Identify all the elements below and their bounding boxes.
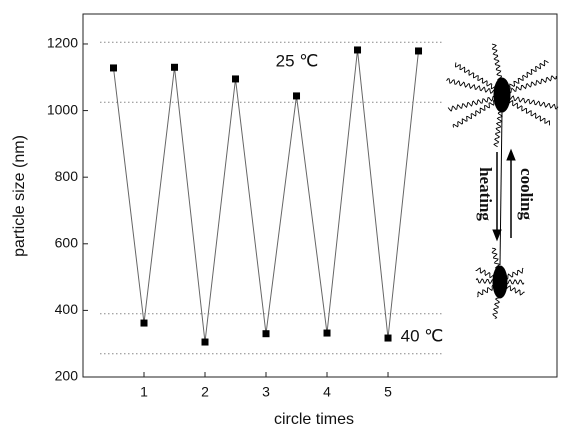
polymer-chain	[508, 75, 557, 94]
data-point	[140, 319, 148, 327]
particle-small	[492, 265, 508, 299]
annotation: 40 ℃	[401, 326, 444, 345]
polymer-chain	[492, 292, 502, 319]
arrow-head	[492, 229, 502, 242]
data-point	[384, 334, 392, 342]
polymer-chain	[507, 100, 550, 126]
polymer-chain	[447, 95, 496, 112]
diagram-label: cooling	[517, 168, 536, 220]
x-tick-label: 1	[140, 384, 148, 400]
data-point	[293, 92, 301, 100]
polymer-chain	[455, 62, 497, 90]
x-tick-label: 3	[262, 384, 270, 400]
y-tick-label: 200	[55, 368, 79, 384]
polymer-chain	[508, 95, 559, 110]
y-tick-label: 600	[55, 234, 79, 250]
y-tick-label: 400	[55, 301, 79, 317]
data-point	[262, 330, 270, 338]
polymer-chain	[477, 284, 495, 298]
data-point	[415, 47, 423, 55]
y-tick-label: 800	[55, 168, 79, 184]
polymer-chain	[505, 279, 525, 285]
y-axis-label: particle size (nm)	[11, 135, 28, 257]
polymer-chain	[446, 78, 496, 95]
x-tick-label: 2	[201, 384, 209, 400]
diagram	[492, 77, 516, 299]
polymer-chain	[452, 99, 497, 128]
polymer-chain	[491, 247, 502, 272]
particle-large	[493, 77, 511, 113]
annotation: 25 ℃	[276, 51, 319, 70]
data-point	[354, 46, 362, 54]
connector	[499, 111, 503, 266]
polymer-chain	[505, 285, 525, 296]
diagram-label: heating	[476, 167, 495, 221]
plot-frame	[82, 13, 558, 378]
polymer-chain	[475, 267, 496, 279]
x-tick-label: 5	[384, 384, 392, 400]
data-line	[113, 49, 419, 343]
y-tick-label: 1000	[47, 101, 78, 117]
x-tick-label: 4	[323, 384, 331, 400]
polymer-chain	[505, 267, 524, 280]
x-axis-label: circle times	[274, 411, 354, 428]
data-point	[323, 329, 331, 337]
y-tick-label: 1200	[47, 35, 78, 51]
polymer-chain	[475, 277, 495, 285]
data-point	[232, 75, 240, 83]
data-point	[201, 338, 209, 346]
arrow-head	[506, 148, 516, 161]
data-point	[171, 63, 179, 71]
polymer-chain	[507, 59, 549, 91]
polymer-chain	[493, 106, 504, 148]
data-point	[110, 64, 118, 72]
polymer-chain	[491, 43, 504, 84]
